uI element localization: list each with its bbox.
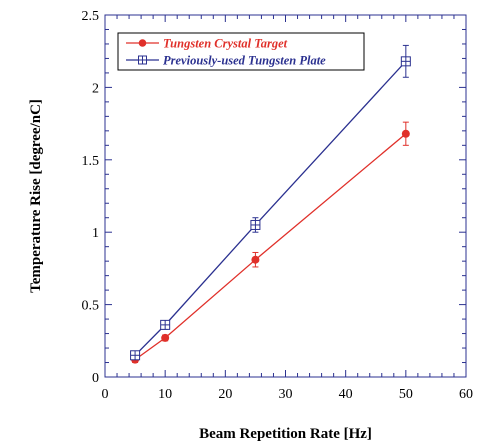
series-plate (130, 44, 411, 361)
x-tick-label: 30 (279, 387, 293, 402)
x-tick-labels: 0 10 20 30 40 50 60 (102, 387, 474, 402)
data-point (130, 350, 141, 361)
data-point (160, 319, 171, 330)
y-tick-label: 2.5 (82, 9, 100, 24)
y-tick-label: 0.5 (82, 299, 100, 314)
y-tick-labels: 0 0.5 1 1.5 2 2.5 (82, 9, 100, 386)
legend-marker-plate (138, 55, 147, 65)
data-point (401, 129, 410, 138)
data-point (250, 219, 261, 230)
axis-ticks (104, 14, 467, 378)
x-tick-label: 40 (339, 387, 353, 402)
legend-label-plate: Previously-used Tungsten Plate (163, 54, 326, 68)
legend-marker-crystal (138, 39, 147, 47)
x-tick-label: 20 (218, 387, 232, 402)
legend: Tungsten Crystal Target Previously-used … (117, 32, 365, 71)
x-tick-label: 60 (459, 387, 473, 402)
series-line (134, 133, 407, 361)
legend-label-crystal: Tungsten Crystal Target (163, 37, 288, 51)
data-point (400, 56, 411, 67)
y-tick-label: 2 (92, 81, 99, 96)
x-tick-label: 50 (399, 387, 413, 402)
x-axis-title: Beam Repetition Rate [Hz] (199, 426, 372, 442)
y-tick-label: 0 (92, 371, 99, 386)
series-layer (130, 44, 411, 364)
x-tick-label: 0 (102, 387, 109, 402)
y-axis-title: Temperature Rise [degree/nC] (28, 99, 44, 293)
series-crystal (131, 121, 410, 364)
series-line (134, 60, 407, 356)
legend-box (117, 32, 365, 71)
y-tick-label: 1 (92, 226, 99, 241)
data-point (161, 333, 170, 342)
y-tick-label: 1.5 (82, 154, 100, 169)
data-point (251, 255, 260, 264)
x-tick-label: 10 (158, 387, 172, 402)
